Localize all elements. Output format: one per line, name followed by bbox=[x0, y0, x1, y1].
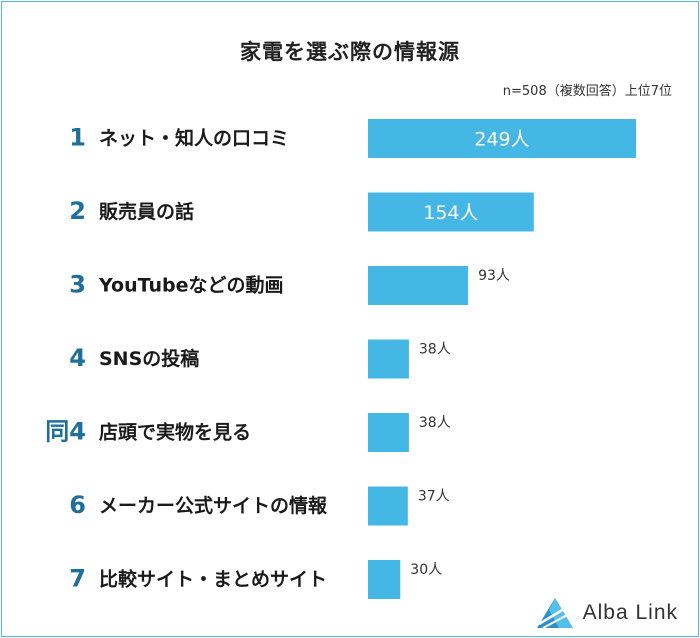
data-label: 249人 bbox=[474, 129, 529, 151]
category-label: メーカー公式サイトの情報 bbox=[99, 494, 328, 517]
bar bbox=[368, 192, 534, 232]
brand-name: Alba Link bbox=[582, 601, 678, 624]
category-label: YouTubeなどの動画 bbox=[98, 275, 283, 297]
rank-label: 同4 bbox=[45, 418, 86, 446]
rank-label: 6 bbox=[69, 491, 86, 519]
data-label: 154人 bbox=[423, 202, 478, 224]
bar bbox=[368, 413, 409, 452]
bar bbox=[368, 266, 469, 305]
category-label: ネット・知人の口コミ bbox=[99, 127, 289, 150]
bar bbox=[368, 486, 408, 526]
data-label: 37人 bbox=[418, 489, 450, 505]
rank-label: 1 bbox=[69, 124, 86, 152]
rank-label: 7 bbox=[69, 565, 86, 593]
data-label: 30人 bbox=[410, 562, 442, 578]
alba-link-logo-icon bbox=[536, 598, 573, 629]
sample-note: n=508（複数回答）上位7位 bbox=[502, 84, 672, 99]
bar bbox=[368, 560, 401, 599]
rank-label: 4 bbox=[69, 344, 86, 372]
category-label: 比較サイト・まとめサイト bbox=[99, 568, 327, 591]
category-label: 店頭で実物を見る bbox=[99, 421, 251, 444]
bar bbox=[368, 119, 636, 158]
data-label: 38人 bbox=[419, 342, 451, 358]
bar bbox=[368, 339, 409, 379]
rank-label: 2 bbox=[69, 197, 86, 225]
rank-label: 3 bbox=[69, 271, 86, 299]
category-label: 販売員の話 bbox=[99, 200, 194, 223]
brand-logo: Alba Link bbox=[535, 596, 678, 630]
category-label: SNSの投稿 bbox=[99, 347, 199, 370]
chart-title: 家電を選ぶ際の情報源 bbox=[240, 40, 460, 64]
data-label: 93人 bbox=[478, 268, 510, 284]
data-label: 38人 bbox=[419, 415, 451, 431]
